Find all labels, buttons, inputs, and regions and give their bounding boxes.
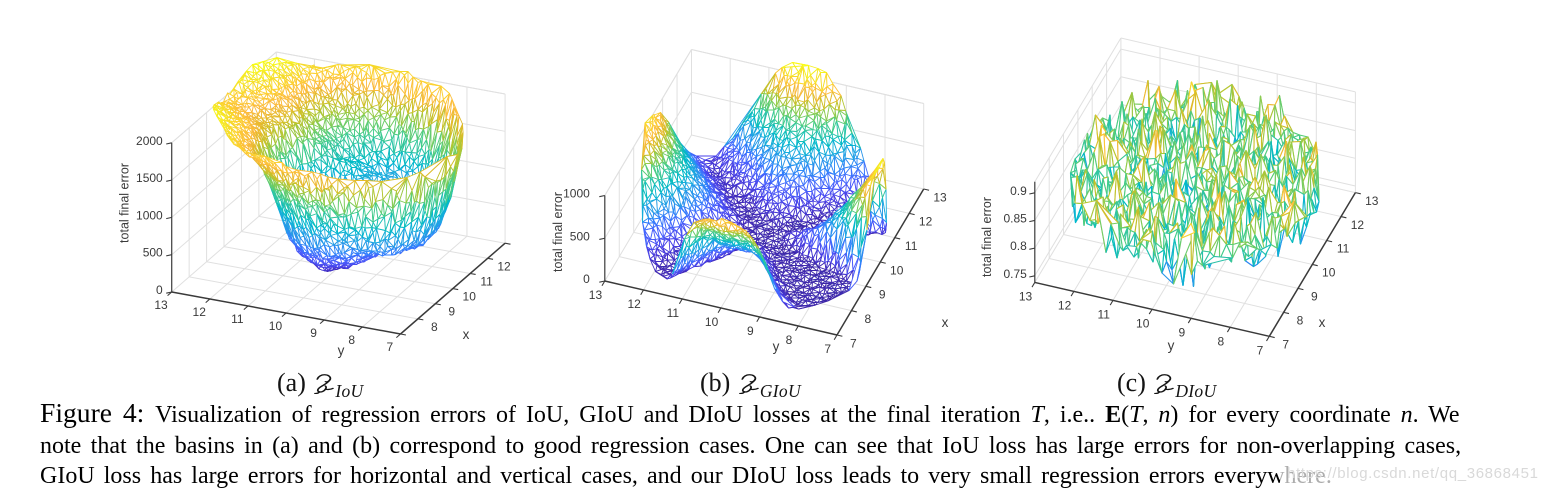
- svg-text:10: 10: [1322, 266, 1336, 280]
- svg-text:13: 13: [933, 190, 947, 204]
- svg-text:12: 12: [628, 297, 642, 311]
- svg-text:7: 7: [387, 340, 394, 354]
- svg-text:2000: 2000: [136, 134, 163, 148]
- svg-text:total final error: total final error: [118, 163, 132, 243]
- svg-text:total final error: total final error: [980, 197, 994, 277]
- svg-text:0: 0: [583, 272, 590, 286]
- svg-text:9: 9: [1178, 326, 1185, 340]
- svg-text:8: 8: [1218, 335, 1225, 349]
- svg-text:1000: 1000: [136, 208, 163, 222]
- svg-text:8: 8: [864, 312, 871, 326]
- svg-text:x: x: [463, 327, 470, 342]
- svg-text:12: 12: [1058, 299, 1072, 313]
- svg-text:11: 11: [905, 239, 918, 253]
- svg-text:0.9: 0.9: [1010, 184, 1027, 198]
- svg-text:11: 11: [231, 312, 244, 326]
- svg-text:y: y: [1168, 338, 1175, 353]
- svg-text:y: y: [773, 339, 780, 354]
- svg-text:11: 11: [1097, 308, 1110, 322]
- svg-text:7: 7: [850, 336, 857, 350]
- svg-text:9: 9: [747, 324, 754, 338]
- svg-text:x: x: [942, 315, 949, 330]
- svg-text:1000: 1000: [563, 187, 590, 201]
- svg-text:10: 10: [890, 263, 904, 277]
- svg-text:11: 11: [1337, 242, 1350, 256]
- svg-text:8: 8: [1297, 314, 1304, 328]
- svg-text:10: 10: [463, 290, 477, 304]
- svg-text:12: 12: [193, 305, 207, 319]
- svg-text:7: 7: [1257, 344, 1264, 358]
- svg-text:y: y: [338, 343, 345, 358]
- svg-text:13: 13: [1019, 290, 1033, 304]
- svg-text:total final error: total final error: [551, 192, 565, 272]
- svg-text:8: 8: [431, 320, 438, 334]
- svg-text:500: 500: [570, 229, 590, 243]
- svg-text:0.8: 0.8: [1010, 239, 1027, 253]
- svg-text:0.85: 0.85: [1003, 211, 1027, 225]
- svg-text:10: 10: [1136, 317, 1150, 331]
- svg-text:13: 13: [1365, 194, 1379, 208]
- svg-text:7: 7: [1282, 338, 1289, 352]
- svg-text:11: 11: [480, 274, 493, 288]
- svg-text:10: 10: [705, 315, 719, 329]
- svg-text:11: 11: [667, 306, 680, 320]
- svg-text:9: 9: [448, 305, 455, 319]
- svg-text:8: 8: [348, 333, 355, 347]
- svg-text:9: 9: [879, 288, 886, 302]
- svg-text:0: 0: [156, 283, 163, 297]
- svg-text:9: 9: [1311, 290, 1318, 304]
- svg-text:10: 10: [269, 319, 283, 333]
- svg-text:7: 7: [824, 342, 831, 356]
- svg-text:12: 12: [497, 259, 511, 273]
- svg-text:13: 13: [589, 288, 603, 302]
- svg-text:9: 9: [310, 326, 317, 340]
- svg-text:1500: 1500: [136, 171, 163, 185]
- svg-text:0.75: 0.75: [1003, 267, 1027, 281]
- svg-text:13: 13: [154, 298, 168, 312]
- svg-text:12: 12: [919, 215, 933, 229]
- svg-text:500: 500: [143, 246, 163, 260]
- svg-text:x: x: [1319, 315, 1326, 330]
- svg-text:12: 12: [1351, 218, 1365, 232]
- svg-text:8: 8: [786, 333, 793, 347]
